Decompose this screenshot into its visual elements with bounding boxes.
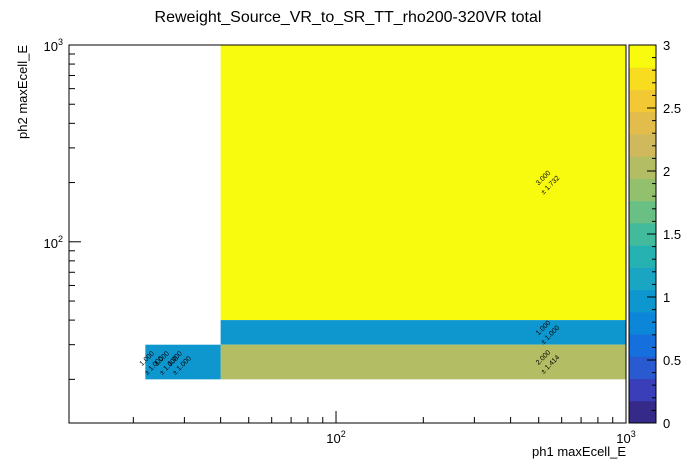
colorbar-segment bbox=[629, 156, 656, 179]
colorbar-segment bbox=[629, 400, 656, 424]
y-tick-label: 102 bbox=[44, 234, 63, 251]
colorbar-segment bbox=[629, 311, 656, 335]
x-tick-label: 103 bbox=[616, 429, 635, 446]
colorbar-tick-label: 2 bbox=[663, 164, 670, 179]
colorbar-segment bbox=[629, 378, 656, 402]
colorbar-segment bbox=[629, 200, 656, 224]
colorbar-tick-label: 0.5 bbox=[663, 353, 681, 368]
heatmap-cell bbox=[220, 320, 627, 345]
heatmap-cell bbox=[145, 344, 221, 380]
color-scale: 0 0.5 1 1.5 2 2.5 3 bbox=[628, 38, 681, 431]
colorbar-segment bbox=[629, 245, 656, 268]
heatmap-cell bbox=[220, 344, 627, 380]
y-axis-title: ph2 maxEcell_E bbox=[15, 45, 30, 139]
x-tick-label: 102 bbox=[326, 429, 345, 446]
y-axis: 102 103 bbox=[44, 37, 81, 380]
colorbar-segment bbox=[629, 289, 656, 313]
colorbar-segment bbox=[629, 334, 656, 357]
colorbar-segment bbox=[629, 133, 656, 157]
heatmap-cells bbox=[145, 45, 627, 380]
colorbar-segment bbox=[629, 267, 656, 291]
colorbar-segment bbox=[629, 178, 656, 202]
colorbar-tick-label: 2.5 bbox=[663, 101, 681, 116]
x-axis-title: ph1 maxEcell_E bbox=[532, 444, 626, 459]
colorbar-segment bbox=[629, 222, 656, 246]
colorbar-tick-label: 3 bbox=[663, 38, 670, 53]
plot-frame-outline bbox=[68, 44, 627, 424]
x-axis: 102 103 bbox=[132, 411, 636, 446]
colorbar-tick-label: 1 bbox=[663, 290, 670, 305]
heatmap-cell bbox=[220, 45, 627, 321]
colorbar-tick-label: 1.5 bbox=[663, 227, 681, 242]
colorbar-segment bbox=[629, 89, 656, 113]
colorbar-tick-label: 0 bbox=[663, 416, 670, 431]
colorbar-segment bbox=[629, 67, 656, 90]
colorbar-segment bbox=[629, 356, 656, 380]
colorbar-segment bbox=[629, 45, 656, 68]
colorbar-segment bbox=[629, 111, 656, 135]
y-tick-label: 103 bbox=[44, 37, 63, 54]
chart-title: Reweight_Source_VR_to_SR_TT_rho200-320VR… bbox=[155, 9, 542, 26]
